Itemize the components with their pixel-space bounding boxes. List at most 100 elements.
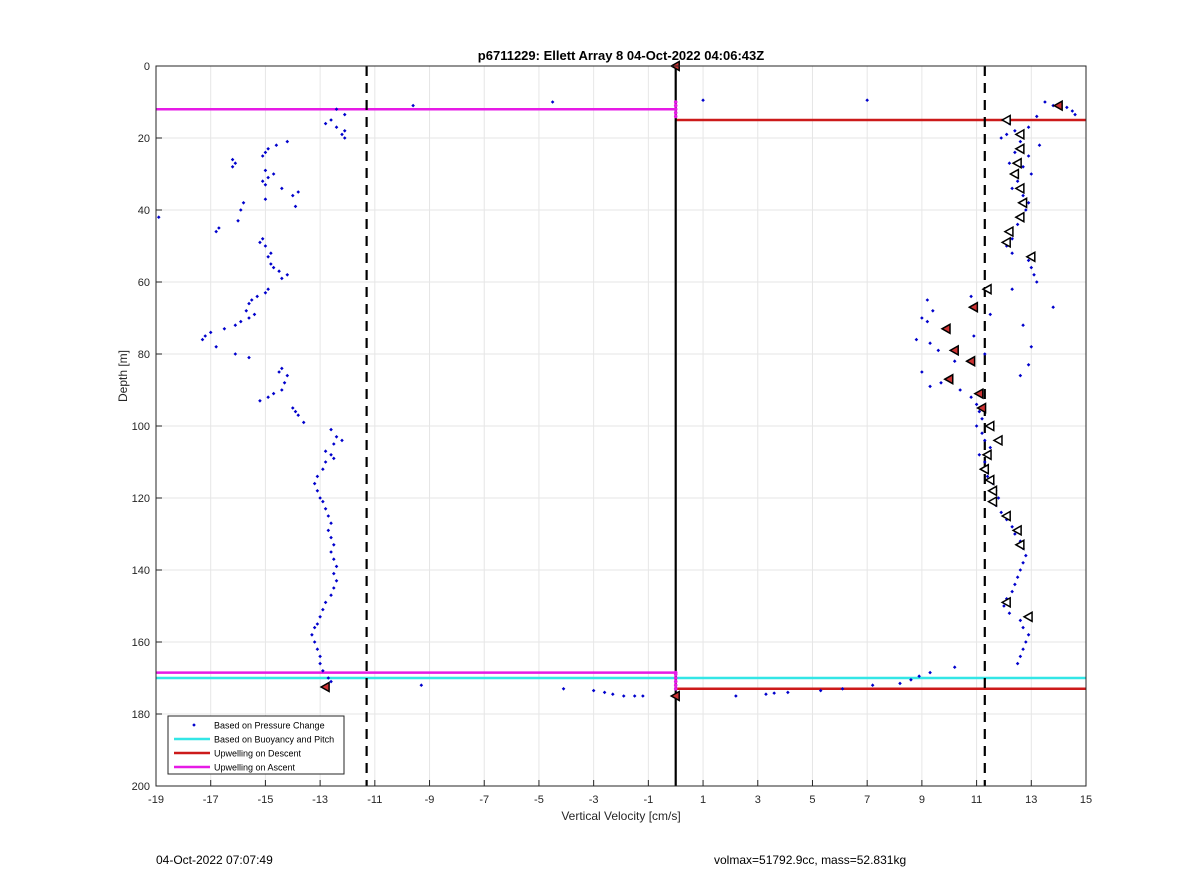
open-triangle-marker — [986, 485, 998, 497]
open-triangle-marker — [992, 434, 1003, 447]
data-point — [342, 129, 347, 133]
data-point — [914, 337, 919, 342]
data-point — [301, 420, 306, 425]
open-triangle-marker — [1008, 168, 1020, 180]
legend-marker — [192, 723, 196, 727]
data-point — [342, 112, 347, 117]
data-point — [969, 294, 973, 299]
data-point — [1037, 143, 1042, 147]
data-point — [318, 654, 322, 659]
data-point — [1026, 633, 1031, 637]
data-point — [591, 688, 596, 693]
data-point — [269, 251, 273, 255]
data-point — [988, 312, 993, 317]
y-tick-label: 140 — [132, 565, 150, 577]
legend-box — [167, 715, 345, 775]
x-tick-label: -17 — [203, 794, 219, 806]
open-triangle-marker — [1000, 510, 1011, 522]
axes: -19 -17 -15 -13 -11 -9 -7 -5 -3 -1 1 3 5 7 9 11 13 150204… — [116, 48, 1092, 823]
data-point — [1015, 222, 1020, 227]
data-point — [1026, 154, 1031, 158]
data-point — [982, 460, 987, 464]
data-point — [200, 337, 205, 342]
data-point — [1013, 582, 1017, 587]
y-tick-label: 160 — [132, 637, 150, 649]
data-point — [247, 301, 251, 306]
data-point — [1007, 611, 1012, 615]
data-point — [610, 692, 615, 696]
data-point — [1029, 345, 1034, 349]
x-tick-label: -5 — [534, 794, 544, 806]
open-triangle-marker — [1022, 611, 1033, 623]
filled-triangle-marker — [940, 323, 951, 335]
data-point — [1018, 618, 1023, 623]
open-triangle-marker — [1011, 524, 1022, 537]
data-point — [249, 298, 254, 302]
data-point — [263, 291, 268, 295]
data-point — [772, 691, 776, 695]
data-point — [969, 395, 973, 399]
data-point — [972, 334, 976, 338]
data-point — [865, 98, 869, 102]
data-point — [323, 507, 328, 511]
legend-label: Upwelling on Descent — [214, 749, 302, 759]
data-point — [247, 355, 251, 360]
data-point — [974, 424, 979, 428]
open-triangle-marker — [1000, 596, 1011, 609]
y-tick-label: 200 — [132, 781, 150, 793]
data-point — [1010, 589, 1014, 594]
chart-title: p6711229: Ellett Array 8 04-Oct-2022 04:… — [478, 48, 764, 63]
open-triangle-marker — [1017, 197, 1028, 209]
x-tick-label: -1 — [643, 794, 653, 806]
data-point — [1010, 237, 1014, 241]
filled-triangle-marker — [943, 373, 954, 385]
data-point — [1070, 109, 1075, 113]
x-tick-label: -13 — [312, 794, 328, 806]
data-point — [214, 345, 218, 349]
data-point — [909, 678, 913, 682]
data-point — [266, 287, 270, 291]
open-triangle-marker — [981, 449, 992, 461]
data-point — [334, 125, 339, 129]
data-point — [331, 456, 336, 461]
data-point — [342, 136, 347, 140]
data-point — [230, 157, 235, 162]
y-tick-label: 80 — [138, 349, 150, 361]
y-axis-label: Depth [m] — [116, 350, 130, 402]
y-tick-label: 20 — [138, 133, 150, 145]
data-point — [621, 694, 626, 698]
data-point — [290, 193, 295, 198]
zero-line-point — [673, 114, 678, 119]
legend: Based on Pressure Change Based on Buoyanc… — [167, 715, 345, 775]
zero-line-point — [673, 100, 678, 104]
data-point — [266, 175, 270, 180]
data-point — [329, 593, 333, 597]
data-point — [255, 294, 260, 299]
legend-label: Based on Buoyancy and Pitch — [214, 735, 334, 745]
data-point — [931, 309, 935, 313]
x-tick-label: 1 — [700, 794, 706, 806]
data-point — [917, 674, 921, 678]
data-point — [999, 510, 1004, 515]
data-point — [1021, 625, 1025, 630]
data-point — [1018, 568, 1023, 572]
data-point — [315, 622, 320, 626]
data-point — [247, 316, 251, 320]
data-point — [952, 359, 957, 363]
data-point — [260, 154, 265, 158]
data-point — [1024, 553, 1028, 558]
data-point — [1026, 125, 1031, 129]
x-tick-label: -19 — [148, 794, 164, 806]
data-point — [323, 449, 328, 453]
data-point — [982, 352, 987, 356]
data-point — [321, 669, 325, 673]
data-point — [331, 442, 336, 446]
data-point — [329, 521, 333, 525]
data-point — [1026, 258, 1031, 263]
data-point — [1010, 287, 1014, 291]
data-point — [269, 262, 273, 266]
data-point — [271, 391, 276, 396]
data-point — [312, 625, 317, 630]
data-point — [1015, 661, 1020, 666]
footer-volmax-mass: volmax=51792.9cc, mass=52.831kg — [714, 853, 907, 867]
